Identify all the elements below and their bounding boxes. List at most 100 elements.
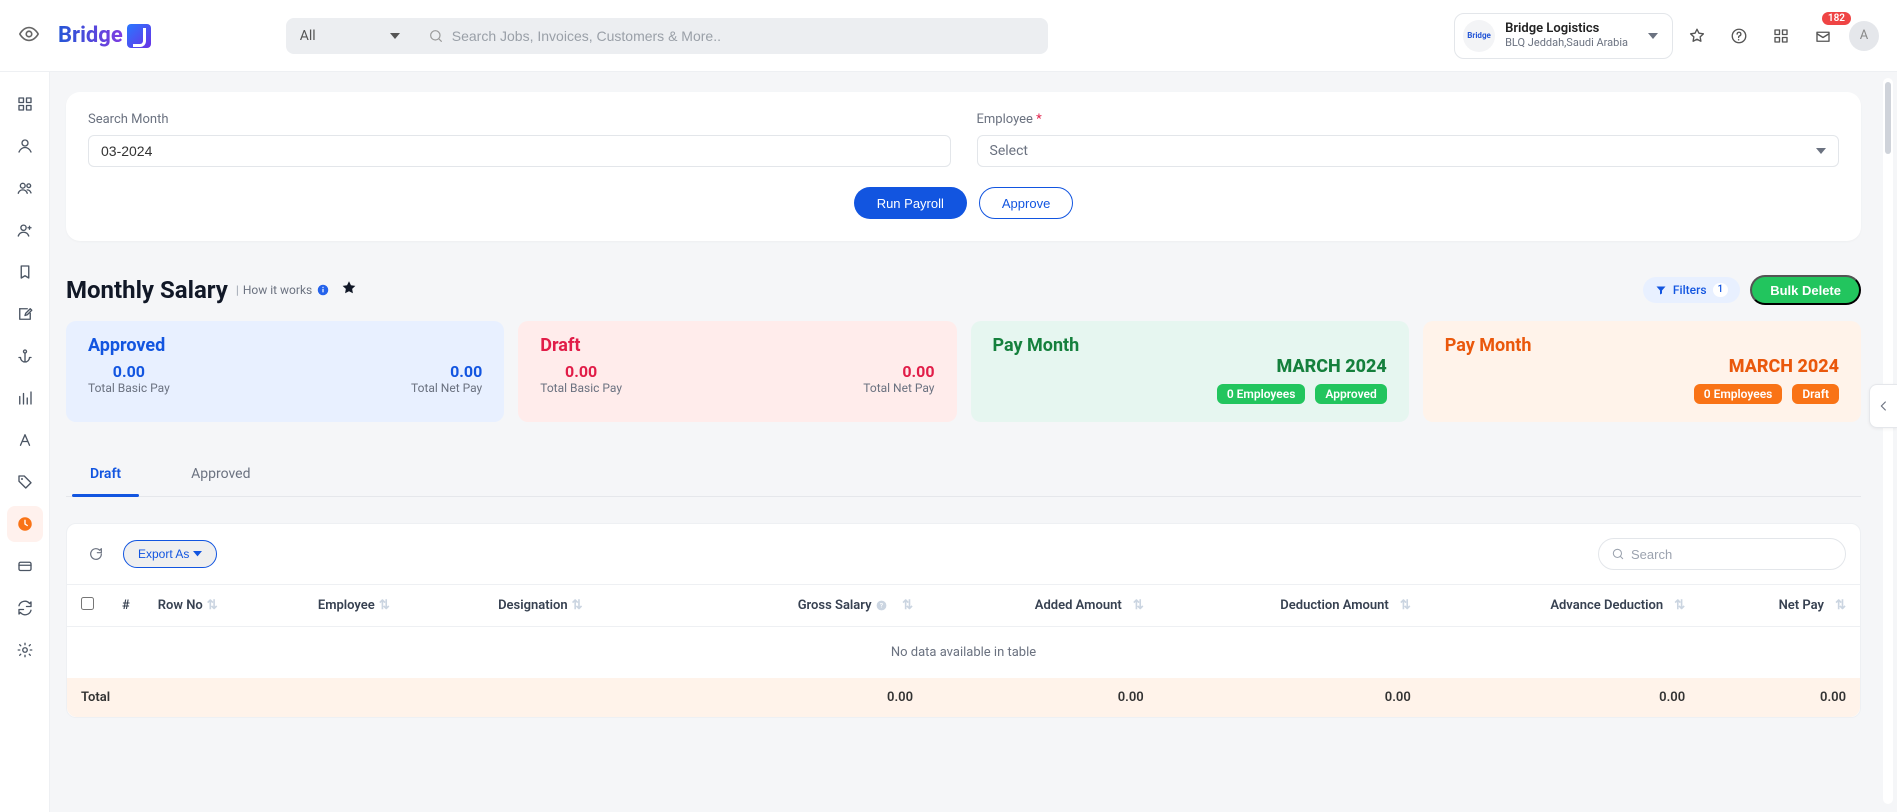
stat-approved-basic-val: 0.00	[88, 362, 170, 381]
nav-time[interactable]	[7, 506, 43, 542]
main-content: Search Month Employee * Select Run Payro…	[50, 72, 1897, 812]
col-gross[interactable]: Gross Salary ? ⇅	[686, 585, 928, 627]
stat-draft-net-val: 0.00	[863, 362, 934, 381]
stat-approved-net-val: 0.00	[411, 362, 482, 381]
stat-approved: Approved 0.00 Total Basic Pay 0.00 Total…	[66, 321, 504, 422]
tab-approved[interactable]: Approved	[173, 452, 268, 496]
chevron-down-icon	[1816, 148, 1826, 154]
nav-bookmark[interactable]	[7, 254, 43, 290]
stat-paymonth-approved: Pay Month MARCH 2024 0 Employees Approve…	[971, 321, 1409, 422]
col-deduct[interactable]: Deduction Amount⇅	[1158, 585, 1425, 627]
inbox-button[interactable]: 182	[1805, 18, 1841, 54]
nav-card[interactable]	[7, 548, 43, 584]
nav-dashboard[interactable]	[7, 86, 43, 122]
brand-text: Bridge	[58, 23, 123, 48]
stat-approved-net-lbl: Total Net Pay	[411, 381, 482, 395]
stats-row: Approved 0.00 Total Basic Pay 0.00 Total…	[66, 321, 1861, 422]
chart-icon	[16, 389, 34, 407]
topbar: Bridge All Bridge Bridge Logistics BLQ J…	[0, 0, 1897, 72]
favorite-page-button[interactable]	[340, 279, 358, 301]
run-payroll-button[interactable]: Run Payroll	[854, 187, 967, 219]
right-panel-toggle[interactable]	[1869, 384, 1897, 428]
company-logo-icon: Bridge	[1463, 20, 1495, 52]
star-icon	[1688, 27, 1706, 45]
help-icon: ?	[875, 599, 888, 612]
nav-profile[interactable]	[7, 128, 43, 164]
total-net: 0.00	[1699, 678, 1860, 717]
sync-icon	[16, 599, 34, 617]
table-search[interactable]	[1598, 538, 1846, 570]
global-search[interactable]	[414, 18, 1048, 54]
info-icon	[316, 283, 330, 297]
clock-icon	[16, 515, 34, 533]
salary-table: # Row No⇅ Employee⇅ Designation⇅ Gross S…	[67, 584, 1860, 717]
stat-draft-title: Draft	[540, 335, 934, 356]
search-icon	[1611, 547, 1625, 561]
col-designation[interactable]: Designation⇅	[484, 585, 685, 627]
refresh-button[interactable]	[81, 539, 111, 569]
stat-approved-title: Approved	[88, 335, 482, 356]
visibility-toggle[interactable]	[18, 23, 40, 49]
stat-draft: Draft 0.00 Total Basic Pay 0.00 Total Ne…	[518, 321, 956, 422]
stat-paymonth-draft: Pay Month MARCH 2024 0 Employees Draft	[1423, 321, 1861, 422]
scope-select[interactable]: All	[286, 18, 414, 54]
sidebar	[0, 72, 50, 812]
bookmark-icon	[16, 263, 34, 281]
table-search-input[interactable]	[1631, 547, 1833, 562]
col-hash[interactable]: #	[108, 585, 144, 627]
table-empty-row: No data available in table	[67, 627, 1860, 679]
chevron-down-icon	[1648, 33, 1658, 39]
tag-icon	[16, 473, 34, 491]
nav-add-user[interactable]	[7, 212, 43, 248]
help-button[interactable]	[1721, 18, 1757, 54]
total-added: 0.00	[927, 678, 1158, 717]
nav-text[interactable]	[7, 422, 43, 458]
bulk-delete-button[interactable]: Bulk Delete	[1750, 275, 1861, 305]
total-adv: 0.00	[1425, 678, 1699, 717]
nav-shipping[interactable]	[7, 338, 43, 374]
employee-select-value: Select	[990, 143, 1028, 159]
user-avatar[interactable]: A	[1849, 21, 1879, 51]
approve-button[interactable]: Approve	[979, 187, 1073, 219]
export-button[interactable]: Export As	[123, 540, 217, 568]
nav-settings[interactable]	[7, 632, 43, 668]
company-switcher[interactable]: Bridge Bridge Logistics BLQ Jeddah,Saudi…	[1454, 13, 1673, 59]
card-icon	[16, 557, 34, 575]
col-advance[interactable]: Advance Deduction⇅	[1425, 585, 1699, 627]
employee-select[interactable]: Select	[977, 135, 1840, 167]
help-icon	[1730, 27, 1748, 45]
how-it-works-link[interactable]: | How it works	[236, 283, 330, 297]
nav-reports[interactable]	[7, 380, 43, 416]
nav-sync[interactable]	[7, 590, 43, 626]
global-search-input[interactable]	[452, 28, 1034, 44]
stat-paymonth2-emp: 0 Employees	[1694, 384, 1783, 404]
stat-draft-net-lbl: Total Net Pay	[863, 381, 934, 395]
col-added[interactable]: Added Amount⇅	[927, 585, 1158, 627]
col-employee[interactable]: Employee⇅	[304, 585, 484, 627]
nav-tags[interactable]	[7, 464, 43, 500]
total-ded: 0.00	[1158, 678, 1425, 717]
stat-approved-basic-lbl: Total Basic Pay	[88, 381, 170, 395]
nav-compose[interactable]	[7, 296, 43, 332]
page-scrollbar[interactable]	[1883, 78, 1893, 804]
search-month-label: Search Month	[88, 112, 951, 127]
col-netpay[interactable]: Net Pay⇅	[1699, 585, 1860, 627]
anchor-icon	[16, 347, 34, 365]
avatar-initial: A	[1860, 28, 1868, 43]
favorites-button[interactable]	[1679, 18, 1715, 54]
apps-button[interactable]	[1763, 18, 1799, 54]
chevron-left-icon	[1876, 398, 1892, 414]
company-sub: BLQ Jeddah,Saudi Arabia	[1505, 37, 1628, 50]
stat-draft-basic-val: 0.00	[540, 362, 622, 381]
page-title: Monthly Salary	[66, 276, 228, 304]
type-icon	[16, 431, 34, 449]
table-empty-text: No data available in table	[67, 627, 1860, 679]
company-name: Bridge Logistics	[1505, 22, 1628, 37]
filters-chip[interactable]: Filters 1	[1643, 277, 1740, 303]
col-rowno[interactable]: Row No⇅	[144, 585, 304, 627]
nav-people[interactable]	[7, 170, 43, 206]
tab-draft[interactable]: Draft	[72, 452, 139, 496]
search-month-input[interactable]	[88, 135, 951, 167]
brand-logo[interactable]: Bridge	[58, 23, 151, 48]
select-all-checkbox[interactable]	[81, 597, 94, 610]
